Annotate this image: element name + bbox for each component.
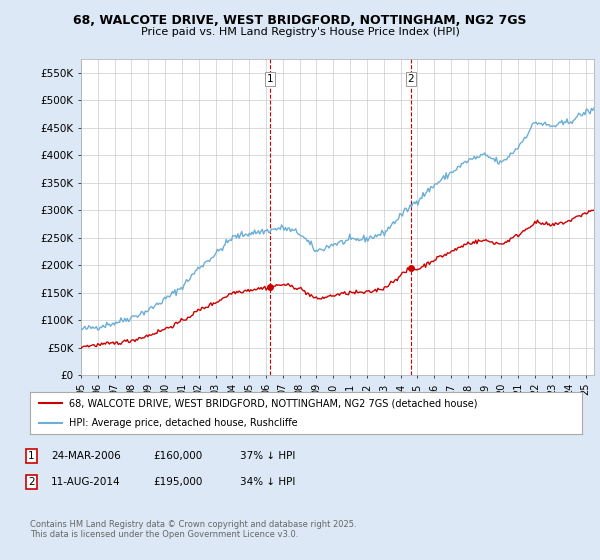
Text: 34% ↓ HPI: 34% ↓ HPI xyxy=(240,477,295,487)
Text: 2: 2 xyxy=(28,477,35,487)
Text: 68, WALCOTE DRIVE, WEST BRIDGFORD, NOTTINGHAM, NG2 7GS: 68, WALCOTE DRIVE, WEST BRIDGFORD, NOTTI… xyxy=(73,14,527,27)
Text: £195,000: £195,000 xyxy=(153,477,202,487)
Text: 37% ↓ HPI: 37% ↓ HPI xyxy=(240,451,295,461)
Text: Contains HM Land Registry data © Crown copyright and database right 2025.
This d: Contains HM Land Registry data © Crown c… xyxy=(30,520,356,539)
Text: Price paid vs. HM Land Registry's House Price Index (HPI): Price paid vs. HM Land Registry's House … xyxy=(140,27,460,37)
Text: 1: 1 xyxy=(266,74,273,83)
Text: 1: 1 xyxy=(28,451,35,461)
Text: 11-AUG-2014: 11-AUG-2014 xyxy=(51,477,121,487)
Text: 24-MAR-2006: 24-MAR-2006 xyxy=(51,451,121,461)
Text: 68, WALCOTE DRIVE, WEST BRIDGFORD, NOTTINGHAM, NG2 7GS (detached house): 68, WALCOTE DRIVE, WEST BRIDGFORD, NOTTI… xyxy=(68,398,477,408)
Text: £160,000: £160,000 xyxy=(153,451,202,461)
Text: 2: 2 xyxy=(407,74,414,83)
Text: HPI: Average price, detached house, Rushcliffe: HPI: Average price, detached house, Rush… xyxy=(68,418,297,428)
